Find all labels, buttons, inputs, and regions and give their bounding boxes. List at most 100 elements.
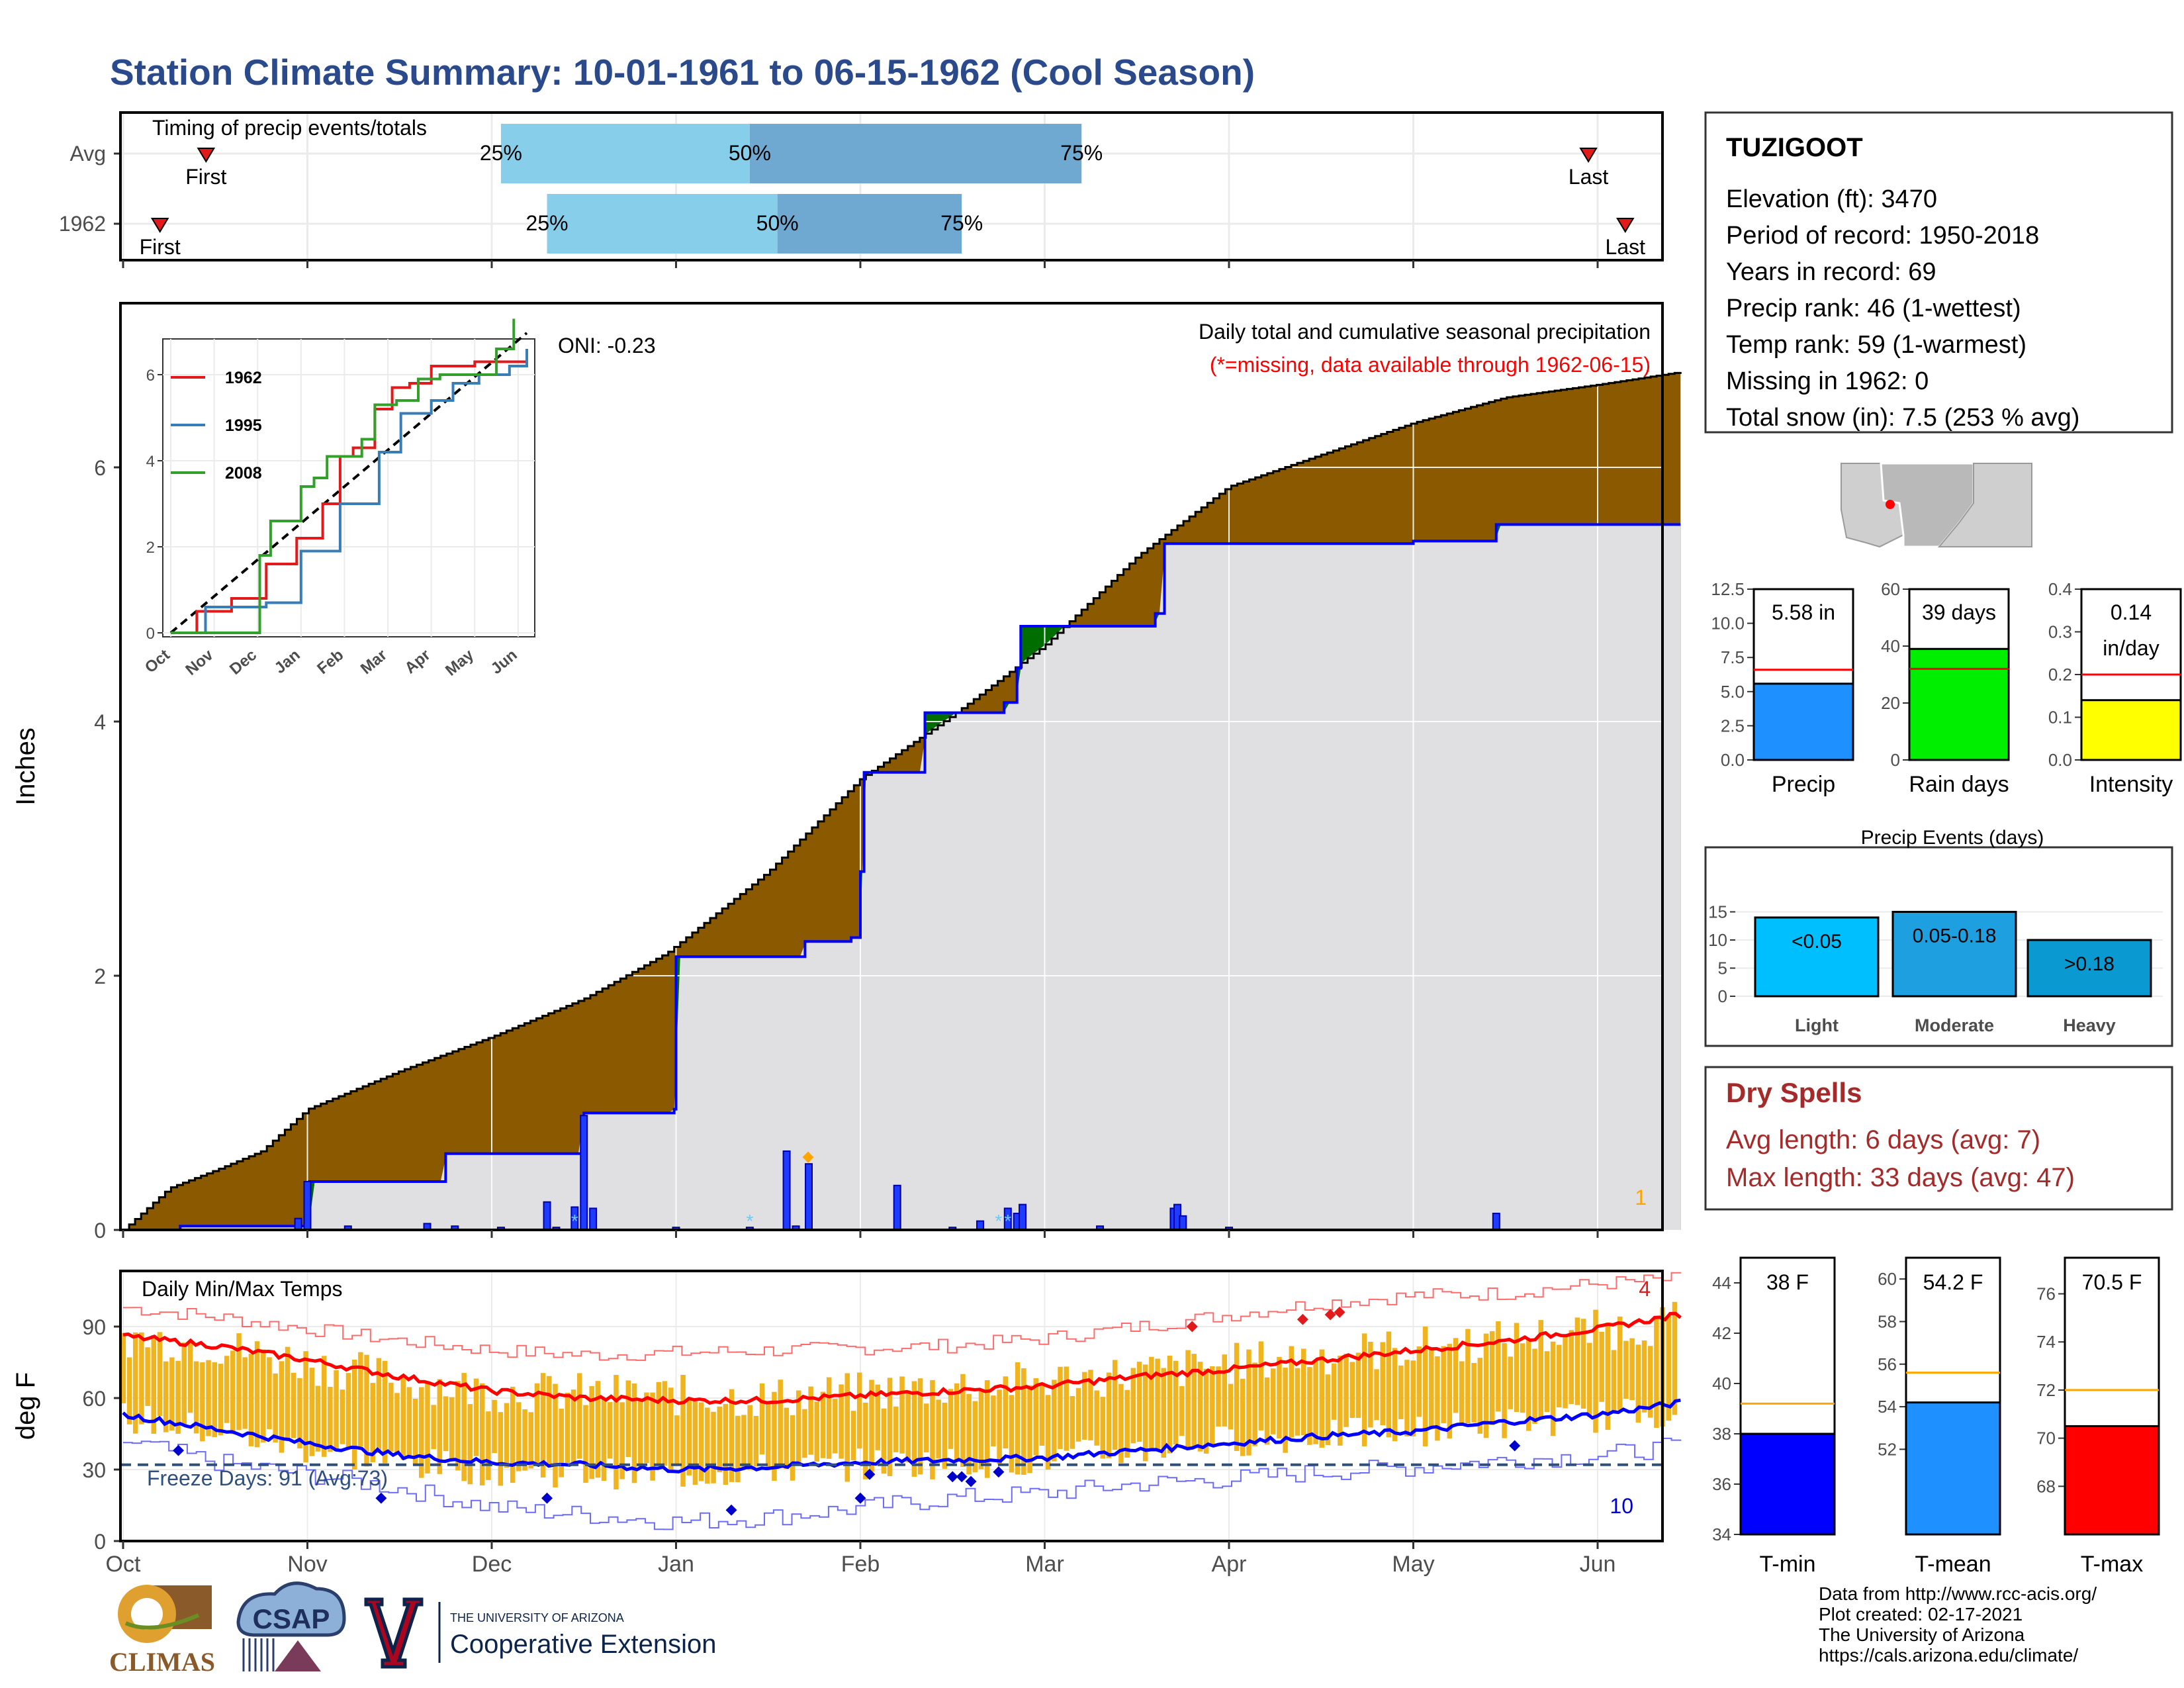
timing-row-label: 1962 <box>59 212 106 236</box>
daily-temp-bar <box>820 1391 826 1458</box>
station-frame <box>1704 111 2173 434</box>
daily-temp-bar <box>905 1390 911 1462</box>
tempbar-ytick-label: 44 <box>1712 1273 1731 1293</box>
daily-temp-bar <box>1088 1370 1093 1440</box>
daily-temp-bar <box>1039 1384 1045 1446</box>
daily-temp-bar <box>917 1378 923 1475</box>
daily-temp-bar <box>911 1381 917 1477</box>
inset-ytick-label: 6 <box>146 367 155 385</box>
avg-min-line <box>122 1398 1681 1474</box>
precip-events-panel: Precip Events (days) 0 5 10 15 <0.05 Light 0.05… <box>1704 827 2173 1047</box>
daily-temp-bar <box>1654 1315 1659 1428</box>
timing-p50-label: 50% <box>729 141 771 165</box>
daily-temp-bar <box>1587 1342 1592 1417</box>
precip-ytick-label: 2 <box>94 964 106 988</box>
record-high-marker <box>1334 1306 1345 1318</box>
daily-temp-bar <box>1380 1342 1385 1426</box>
timing-first-label: First <box>185 165 226 189</box>
daily-temp-bar <box>297 1378 302 1449</box>
timing-p25-label: 25% <box>526 211 569 235</box>
daily-temp-bar <box>455 1381 461 1471</box>
mini-ytick-label: 0.0 <box>2048 750 2072 770</box>
daily-precip-bar <box>303 1181 312 1231</box>
daily-temp-bar <box>1635 1344 1641 1423</box>
events-ytick-label: 10 <box>1708 930 1727 950</box>
timing-p75-label: 75% <box>1060 141 1103 165</box>
daily-temp-bar <box>1228 1383 1234 1430</box>
daily-temp-bar <box>547 1376 552 1466</box>
tempbar-ytick-label: 68 <box>2036 1476 2056 1496</box>
footer-credits: Data from http://www.rcc-acis.org/ Plot … <box>1819 1583 2097 1665</box>
observed-cumulative-area <box>123 524 1681 1230</box>
daily-temp-bar <box>1672 1301 1678 1415</box>
daily-temp-bar <box>1550 1341 1556 1436</box>
month-tick-label: Jun <box>1580 1552 1616 1577</box>
events-bar-label: Heavy <box>2063 1015 2116 1035</box>
precip-corner-value: 1 <box>1635 1186 1647 1209</box>
timing-box-lower <box>500 124 750 183</box>
daily-temp-bar <box>692 1401 698 1485</box>
daily-temp-bar <box>1185 1350 1191 1448</box>
daily-temp-bar <box>1319 1349 1325 1448</box>
record-low-marker <box>375 1492 387 1504</box>
timing-last-marker <box>1616 218 1635 233</box>
daily-temp-bar <box>1343 1354 1349 1427</box>
record-min-line <box>123 1437 1682 1530</box>
daily-temp-bar <box>723 1403 729 1485</box>
station-name: TUZIGOOT <box>1726 133 1863 162</box>
daily-temp-bar <box>1009 1395 1015 1473</box>
daily-temp-bar <box>833 1399 838 1454</box>
map-state-east <box>1937 463 2032 547</box>
daily-temp-bar <box>1197 1362 1203 1452</box>
daily-temp-bar <box>881 1408 887 1474</box>
tempbar-value <box>1905 1401 2001 1536</box>
daily-temp-bar <box>1416 1346 1422 1417</box>
daily-temp-bar <box>875 1384 880 1450</box>
events-bar-label: Moderate <box>1915 1015 1994 1035</box>
tempbar-ytick-label: 40 <box>1712 1374 1731 1393</box>
timing-box-lower <box>547 194 778 254</box>
station-info-line: Precip rank: 46 (1-wettest) <box>1726 295 2021 322</box>
daily-temp-bar <box>321 1356 327 1457</box>
daily-temp-bar <box>583 1405 588 1483</box>
daily-temp-bar <box>1447 1344 1453 1439</box>
daily-temp-bar <box>991 1395 996 1446</box>
month-tick-label: May <box>1392 1552 1434 1577</box>
daily-temp-bar <box>157 1332 163 1416</box>
temp-title: Daily Min/Max Temps <box>142 1277 342 1301</box>
mini-bar-value-label: in/day <box>2103 636 2159 660</box>
timing-p50-label: 50% <box>756 211 799 235</box>
daily-temp-bar <box>163 1361 169 1432</box>
station-info-line: Period of record: 1950-2018 <box>1726 222 2039 250</box>
daily-temp-bar <box>1483 1333 1489 1438</box>
daily-temp-bar <box>467 1404 473 1485</box>
daily-precip-bar <box>782 1150 791 1231</box>
daily-temp-bar <box>443 1396 449 1452</box>
daily-temp-bar <box>370 1383 375 1462</box>
daily-temp-bar <box>254 1341 260 1448</box>
daily-temp-bar <box>224 1356 230 1423</box>
month-tick-label: Oct <box>106 1552 141 1577</box>
daily-temp-bar <box>978 1388 984 1470</box>
daily-temp-bar <box>1142 1364 1148 1462</box>
daily-temp-bar <box>516 1402 522 1472</box>
daily-temp-bar <box>1508 1356 1514 1409</box>
daily-temp-bar <box>132 1332 138 1434</box>
daily-temp-bar <box>729 1389 735 1482</box>
daily-temp-bar <box>461 1373 467 1481</box>
daily-temp-bar <box>972 1401 978 1473</box>
mini-bar-value <box>1752 682 1854 761</box>
daily-temp-bar <box>942 1403 948 1469</box>
daily-temp-bar <box>303 1351 308 1463</box>
daily-temp-bar <box>1045 1395 1051 1470</box>
month-tick-label: Jan <box>658 1552 694 1577</box>
daily-temp-bar <box>1179 1385 1185 1436</box>
mini-bar-label: Precip <box>1772 772 1835 797</box>
tempbar-ytick-label: 74 <box>2036 1332 2056 1352</box>
daily-temp-bar <box>839 1384 844 1459</box>
station-info-line: Years in record: 69 <box>1726 258 1936 286</box>
daily-temp-bar <box>796 1390 801 1463</box>
daily-precip-bar <box>589 1207 598 1231</box>
inset-ytick-label: 0 <box>146 625 155 643</box>
daily-temp-bar <box>364 1354 369 1467</box>
